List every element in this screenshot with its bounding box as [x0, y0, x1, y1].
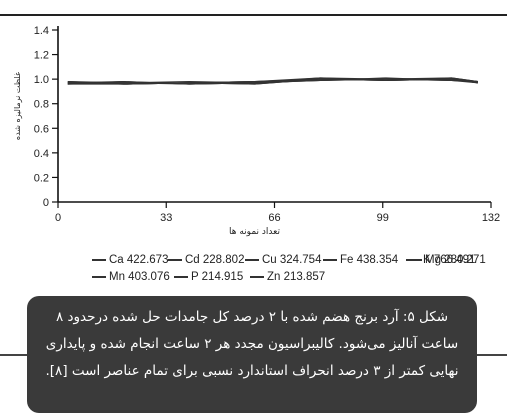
- legend-item-fe: Fe 438.354: [323, 254, 398, 266]
- legend-item-zn: Zn 213.857: [250, 271, 325, 283]
- legend-label-fe: Fe 438.354: [340, 254, 399, 266]
- legend-label-p: P 214.915: [191, 271, 244, 283]
- legend-swatch: [92, 259, 106, 261]
- line-chart: 0 0.2 0.4 0.6 0.8 1.0 1.2 1.4 0 33 66 99 132 تعداد نم…: [13, 25, 500, 237]
- x-tick-label: 66: [268, 212, 280, 224]
- legend-item-mn: Mn 403.076: [92, 271, 170, 283]
- legend-item-cu: Cu 324.754: [245, 254, 321, 266]
- x-tick-label: 0: [55, 212, 61, 224]
- x-tick-label: 132: [482, 212, 500, 224]
- y-tick-label: 0.4: [34, 148, 49, 160]
- legend-swatch: [245, 259, 259, 261]
- legend-item-cd: Cd 228.802: [168, 254, 244, 266]
- legend-item-mg: Mg 280.271: [408, 254, 486, 266]
- x-axis-label: تعداد نمونه ها: [229, 227, 280, 237]
- legend-label-cd: Cd 228.802: [185, 254, 245, 266]
- figure-caption: شکل ۵: آرد برنج هضم شده با ۲ درصد کل جام…: [27, 296, 477, 413]
- legend-label-zn: Zn 213.857: [267, 271, 326, 283]
- y-tick-label: 0.8: [34, 99, 49, 111]
- legend-swatch: [408, 259, 422, 261]
- legend-swatch: [250, 276, 264, 278]
- y-tick-label: 0: [43, 197, 49, 209]
- y-tick-label: 0.6: [34, 123, 49, 135]
- x-tick-label: 33: [160, 212, 172, 224]
- legend-item-ca: Ca 422.673: [92, 254, 168, 266]
- legend-label-cu: Cu 324.754: [262, 254, 322, 266]
- y-axis-label: غلظت نرمالیزه شده: [13, 72, 22, 140]
- legend-swatch: [168, 259, 182, 261]
- legend-swatch: [92, 276, 106, 278]
- y-tick-label: 0.2: [34, 172, 49, 184]
- series-line-p: [67, 77, 478, 85]
- x-tick-label: 99: [377, 212, 389, 224]
- legend-label-mn: Mn 403.076: [109, 271, 170, 283]
- legend-label-mg: Mg 280.271: [425, 254, 486, 266]
- y-tick-label: 1.4: [34, 25, 49, 37]
- series-line-zn: [67, 78, 478, 85]
- legend-swatch: [323, 259, 337, 261]
- legend-label-k: K 766.491: [423, 254, 476, 266]
- legend-label-ca: Ca 422.673: [109, 254, 169, 266]
- legend-swatch: [174, 276, 188, 278]
- top-rule: [0, 14, 507, 16]
- legend-item-p: P 214.915: [174, 271, 243, 283]
- y-tick-label: 1.2: [34, 50, 49, 62]
- y-tick-label: 1.0: [34, 74, 49, 86]
